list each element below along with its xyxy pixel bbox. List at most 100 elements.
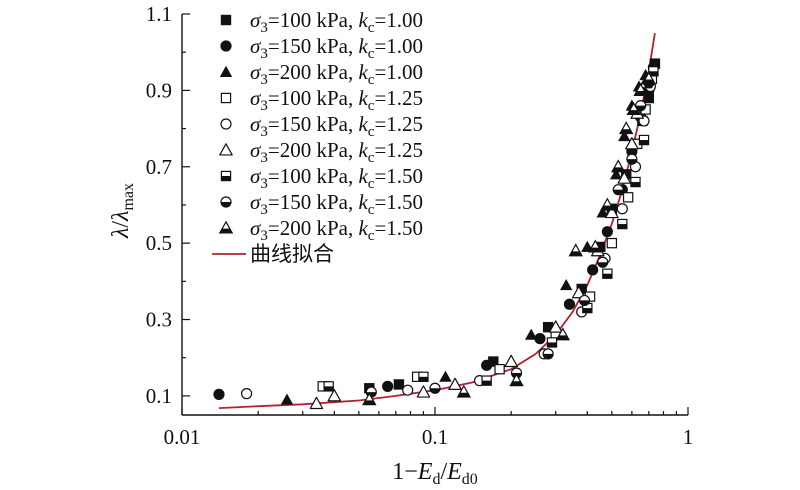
data-point-series-6 [617,171,632,184]
legend-label: σ3=100 kPa, kc=1.25 [250,86,423,114]
data-point-series-4 [606,237,618,249]
data-point-series-3 [618,130,631,142]
data-point-series-2 [601,226,613,238]
y-tick-label: 0.5 [146,231,172,255]
legend-marker [219,143,233,156]
legend-marker [220,40,232,52]
legend-item: σ3=150 kPa, kc=1.00 [220,34,423,62]
data-point-series-9 [509,373,524,387]
data-point-series-8 [429,382,441,394]
data-point-series-3 [596,206,609,218]
data-point-series-8 [612,184,624,196]
legend-label: σ3=150 kPa, kc=1.00 [250,34,423,62]
data-point-series-9 [456,384,472,398]
legend-marker [218,220,234,234]
data-point-series-7 [602,268,613,279]
data-point-series-7 [323,381,334,392]
data-point-series-8 [626,153,638,165]
data-point-series-9 [362,392,377,406]
data-point-series-2 [587,264,599,276]
y-axis-title: λ/λmax [108,183,137,239]
legend-marker [219,65,233,77]
y-tick-label: 0.9 [146,78,172,102]
data-point-series-2 [213,388,225,400]
data-point-series-2 [534,333,546,345]
x-axis-title: 1−Ed/Ed0 [392,459,478,488]
data-point-series-5 [616,203,628,215]
legend-item: σ3=150 kPa, kc=1.25 [220,112,423,140]
data-point-series-6 [605,205,619,219]
data-point-series-1 [393,379,405,390]
data-point-series-7 [648,66,659,77]
data-point-series-5 [240,388,253,400]
data-point-series-6 [416,385,431,398]
y-tick-label: 0.3 [146,308,172,332]
data-point-series-8 [597,256,609,268]
data-point-series-3 [439,370,452,382]
legend-label: σ3=200 kPa, kc=1.50 [250,216,423,244]
legend-item: σ3=150 kPa, kc=1.50 [220,190,423,218]
data-point-series-6 [327,389,342,402]
data-point-series-9 [555,327,571,341]
data-point-series-3 [609,168,623,180]
data-point-series-9 [641,71,657,85]
legend-item: σ3=200 kPa, kc=1.50 [218,216,423,244]
data-point-series-3 [524,328,538,340]
data-point-series-5 [402,384,414,396]
legend-item: 曲线拟合 [212,242,334,266]
data-point-series-6 [548,320,563,333]
data-point-series-3 [559,278,573,291]
data-point-series-4 [622,192,634,203]
data-point-series-6 [309,396,324,410]
y-tick-label: 0.7 [146,155,172,179]
legend-label: σ3=100 kPa, kc=1.00 [250,8,423,36]
y-tick-label: 1.1 [146,2,172,26]
legend-label: σ3=100 kPa, kc=1.50 [250,164,423,192]
data-point-series-7 [617,218,628,230]
data-point-series-6 [448,377,462,391]
legend-label: σ3=200 kPa, kc=1.25 [250,138,423,166]
data-point-series-9 [600,197,615,211]
data-point-series-6 [625,137,639,150]
data-point-series-2 [382,380,394,392]
data-point-series-6 [504,354,518,368]
legend-item: σ3=200 kPa, kc=1.25 [219,138,423,166]
x-tick-label: 0.01 [164,425,201,449]
data-point-series-1 [643,92,655,104]
data-point-series-9 [626,102,641,116]
data-point-series-7 [638,134,650,146]
data-point-series-7 [546,337,558,348]
legend-label: σ3=150 kPa, kc=1.25 [250,112,423,140]
data-point-series-9 [568,243,583,257]
legend-marker [220,92,232,104]
data-point-series-4 [494,363,505,375]
y-tick-label: 0.1 [146,384,172,408]
data-point-series-1 [542,321,554,333]
data-point-series-3 [280,393,294,405]
data-point-series-9 [633,82,648,96]
legend-marker [220,14,232,26]
data-point-series-1 [595,241,606,253]
data-point-series-2 [481,359,493,371]
legend-item: σ3=100 kPa, kc=1.25 [220,86,423,114]
legend-marker [220,196,232,208]
data-point-series-6 [571,285,586,299]
data-point-series-7 [418,371,429,383]
data-point-series-1 [576,283,587,295]
data-point-series-7 [481,375,492,386]
data-point-series-8 [542,348,554,360]
data-point-series-1 [488,356,499,367]
data-point-series-2 [563,298,576,310]
data-point-series-9 [619,121,634,135]
data-point-series-8 [578,294,591,307]
legend-marker [220,118,232,130]
legend-label: σ3=200 kPa, kc=1.00 [250,60,423,88]
legend-label: 曲线拟合 [250,242,334,266]
legend-item: σ3=200 kPa, kc=1.00 [219,60,423,88]
data-point-series-7 [630,176,641,188]
legend-marker [220,170,232,182]
legend-item: σ3=100 kPa, kc=1.00 [220,8,423,36]
data-point-series-9 [611,159,626,173]
data-point-series-9 [588,239,603,253]
